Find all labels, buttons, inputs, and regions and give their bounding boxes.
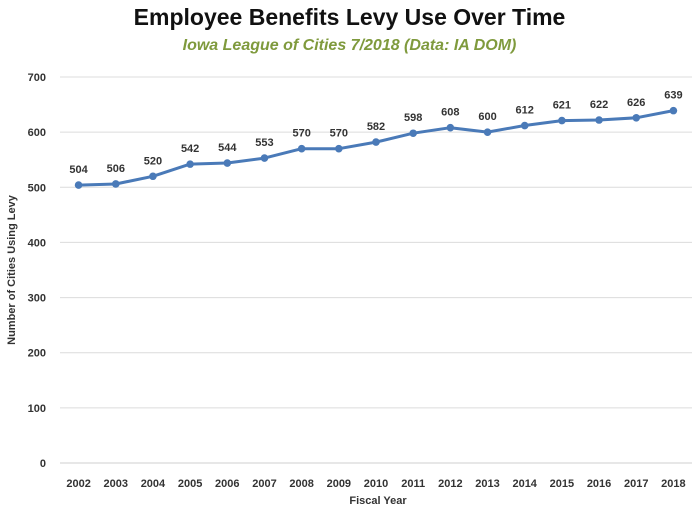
data-label: 612: [516, 105, 534, 117]
data-point: [483, 128, 492, 136]
data-label: 570: [330, 128, 348, 140]
data-label: 520: [144, 155, 162, 167]
x-tick-label: 2007: [252, 478, 276, 490]
y-axis-label: Number of Cities Using Levy: [6, 194, 18, 345]
x-tick-label: 2003: [104, 478, 128, 490]
data-label: 544: [218, 142, 237, 154]
x-axis-ticks: 2002 2003 2004 2005 2006 2007 2008 2009 2010 2011…: [66, 478, 685, 490]
data-label: 582: [367, 121, 385, 133]
x-tick-label: 2018: [661, 478, 685, 490]
data-point: [372, 138, 380, 146]
x-tick-label: 2016: [587, 478, 611, 490]
x-axis-label: Fiscal Year: [349, 495, 407, 507]
x-tick-label: 2004: [141, 478, 166, 490]
y-tick-label: 600: [28, 127, 46, 139]
y-tick-label: 0: [40, 458, 46, 470]
data-point: [335, 144, 343, 153]
chart-subtitle: Iowa League of Cities 7/2018 (Data: IA D…: [182, 37, 517, 54]
data-label: 639: [664, 90, 682, 102]
data-label: 598: [404, 112, 422, 124]
x-tick-label: 2005: [178, 478, 202, 490]
y-tick-label: 100: [28, 403, 46, 415]
data-point: [260, 154, 269, 162]
gridlines: [60, 76, 692, 464]
y-tick-label: 400: [28, 237, 46, 249]
data-point: [409, 129, 417, 138]
x-tick-label: 2002: [66, 478, 90, 490]
data-point: [558, 116, 566, 125]
data-point: [111, 180, 120, 188]
data-point: [223, 159, 232, 167]
x-tick-label: 2009: [327, 478, 351, 490]
chart-title: Employee Benefits Levy Use Over Time: [133, 4, 566, 30]
data-label: 506: [107, 163, 125, 175]
data-label: 553: [255, 137, 273, 149]
data-label: 608: [441, 107, 459, 119]
x-tick-label: 2008: [289, 478, 313, 490]
data-label: 626: [627, 97, 645, 109]
data-point: [520, 121, 529, 130]
data-point: [149, 172, 157, 181]
y-tick-label: 200: [28, 348, 46, 360]
x-tick-label: 2015: [550, 478, 574, 490]
x-tick-label: 2013: [475, 478, 499, 490]
y-tick-label: 500: [28, 182, 46, 194]
data-label: 570: [292, 128, 310, 140]
x-tick-label: 2012: [438, 478, 462, 490]
data-point: [186, 160, 194, 168]
data-label: 600: [478, 111, 496, 123]
y-tick-label: 300: [28, 293, 46, 305]
data-point: [669, 106, 678, 115]
data-label: 621: [553, 100, 571, 112]
x-tick-label: 2006: [215, 478, 239, 490]
y-axis-ticks: 0 100 200 300 400 500 600 700: [28, 72, 46, 470]
data-points: [74, 106, 678, 189]
y-tick-label: 700: [28, 72, 46, 84]
data-label: 542: [181, 143, 199, 155]
data-point: [297, 144, 306, 153]
data-point: [74, 181, 83, 189]
x-tick-label: 2014: [512, 478, 537, 490]
data-point: [446, 123, 455, 132]
x-tick-label: 2010: [364, 478, 388, 490]
data-point: [632, 114, 641, 122]
x-tick-label: 2017: [624, 478, 648, 490]
x-tick-label: 2011: [401, 478, 425, 490]
data-label: 622: [590, 99, 608, 111]
data-label: 504: [69, 164, 88, 176]
data-point: [595, 116, 603, 124]
data-labels: 504 506 520 542 544 553 570 570 582 598 608 600 612 6…: [69, 90, 682, 176]
